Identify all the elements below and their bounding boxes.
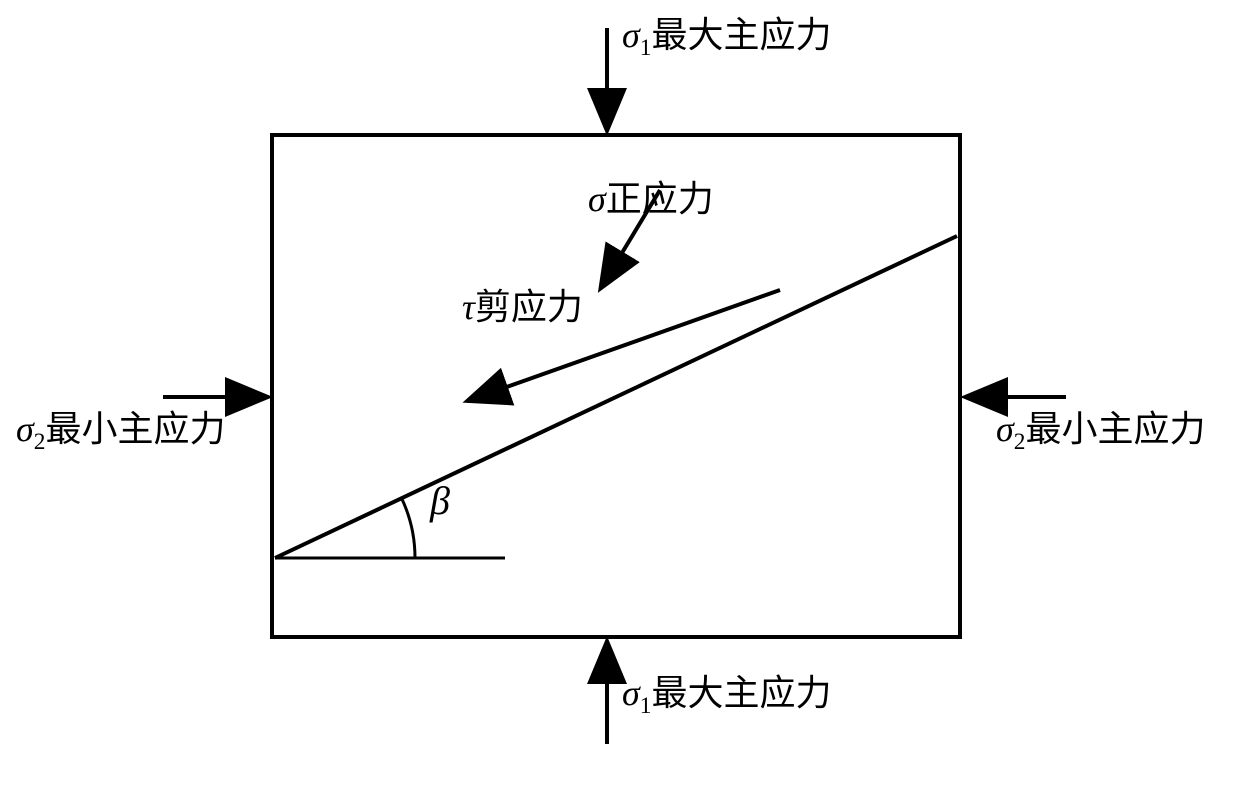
sigma2-right-label: σ2最小主应力: [996, 400, 1205, 456]
tau-symbol: τ: [462, 287, 475, 327]
failure-plane-line: [275, 236, 957, 558]
normal-stress-label: σ正应力: [588, 170, 714, 222]
label-text: 正应力: [606, 179, 714, 219]
label-text: 最小主应力: [45, 409, 225, 449]
sigma1-bottom-label: σ1最大主应力: [622, 664, 831, 720]
beta-label: β: [430, 477, 450, 524]
sigma-symbol: σ: [622, 15, 640, 55]
label-text: 最大主应力: [651, 673, 831, 713]
subscript: 1: [640, 693, 652, 719]
subscript: 2: [34, 429, 46, 455]
subscript: 1: [640, 35, 652, 61]
sigma1-top-label: σ1最大主应力: [622, 6, 831, 62]
label-text: 最大主应力: [651, 15, 831, 55]
sigma-symbol: σ: [16, 409, 34, 449]
label-text: 最小主应力: [1025, 409, 1205, 449]
shear-stress-label: τ剪应力: [462, 278, 583, 330]
beta-angle-arc: [402, 499, 415, 558]
beta-symbol: β: [430, 478, 450, 523]
sigma-symbol: σ: [622, 673, 640, 713]
stress-diagram: σ1最大主应力 σ1最大主应力 σ2最小主应力 σ2最小主应力 σ正应力 τ剪应…: [0, 0, 1240, 789]
sigma2-left-label: σ2最小主应力: [16, 400, 225, 456]
sigma-symbol: σ: [588, 179, 606, 219]
subscript: 2: [1014, 429, 1026, 455]
diagram-svg: [0, 0, 1240, 789]
sigma-symbol: σ: [996, 409, 1014, 449]
label-text: 剪应力: [475, 287, 583, 327]
